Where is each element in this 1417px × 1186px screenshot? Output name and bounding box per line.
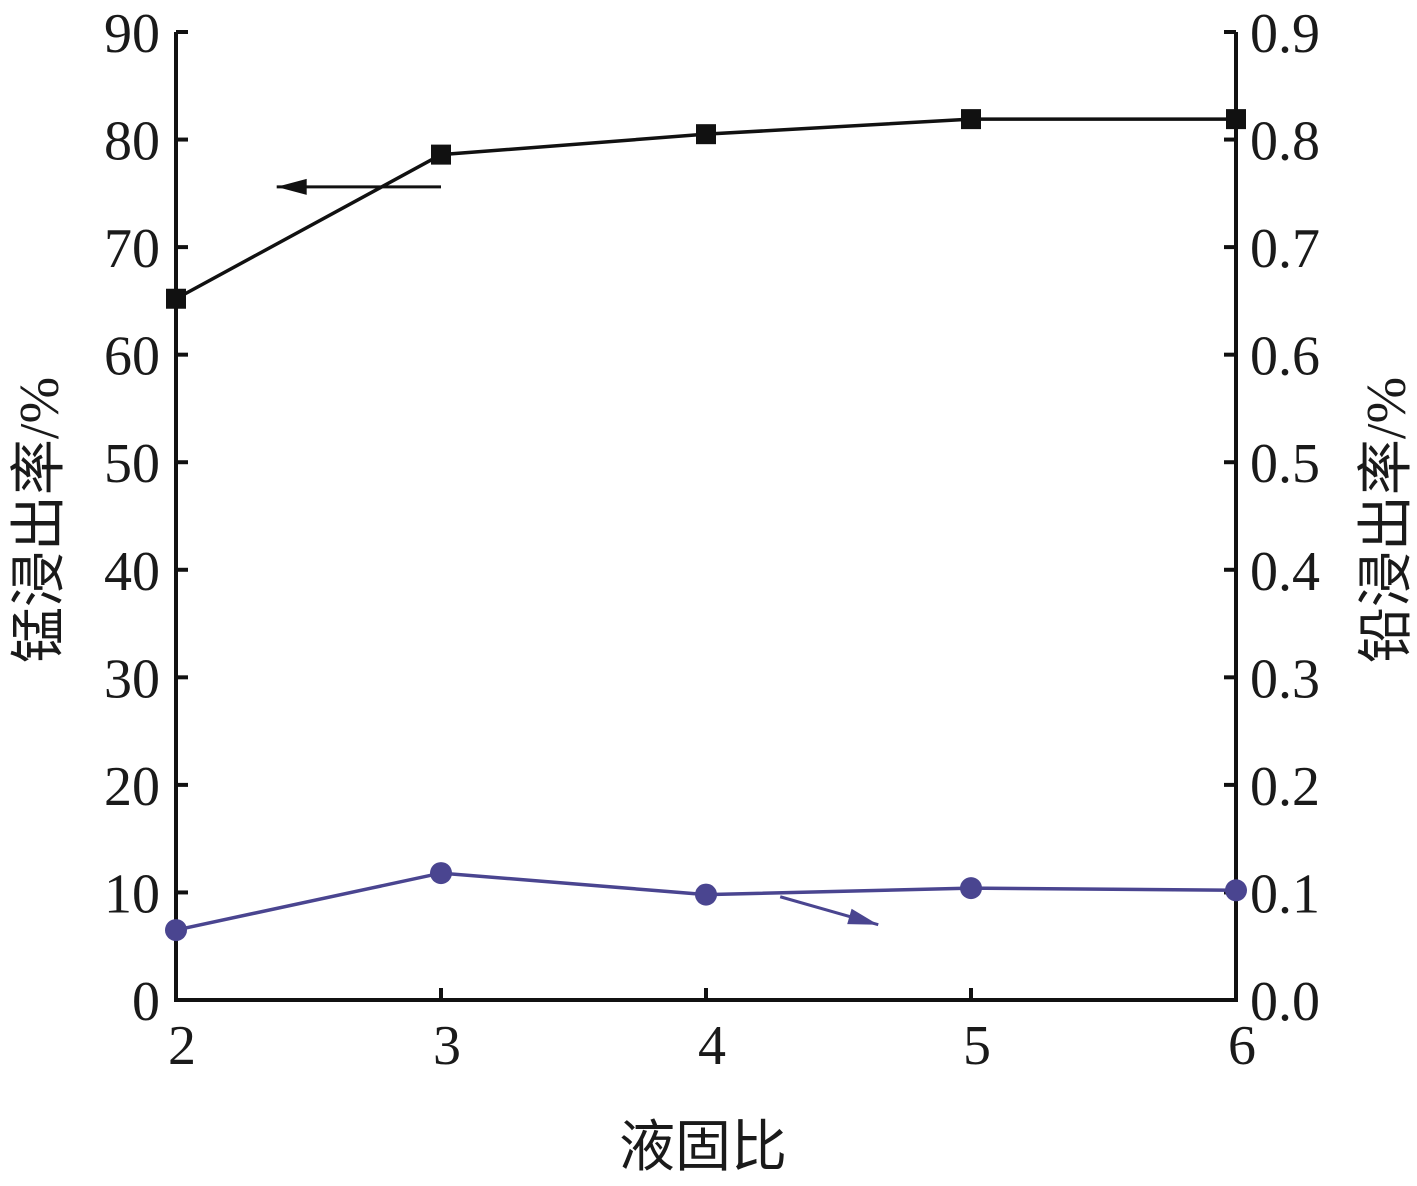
labels-group: 2 3 4 5 601020304050607080900.00.10.20.30.40… [9,3,1417,1179]
right-y-tick-label: 0.6 [1250,326,1320,388]
left-y-tick-label: 90 [104,3,160,65]
data-point-circle [165,919,187,942]
right-y-tick-label: 0.1 [1250,863,1320,925]
data-point-square [166,288,186,309]
data-point-circle [430,862,452,885]
x-tick-label: 6 [1228,1015,1256,1077]
right-y-tick-label: 0.4 [1250,541,1320,603]
annotation-arrow-head [276,178,307,195]
x-axis-title: 液固比 [619,1117,787,1179]
right-y-tick-label: 0.0 [1250,971,1320,1033]
left-y-tick-label: 20 [104,756,160,818]
data-point-circle [960,877,982,900]
left-y-tick-label: 50 [104,433,160,495]
series-group [165,109,1247,942]
data-point-circle [1225,879,1247,902]
series-line-left [175,117,1236,301]
right-y-tick-label: 0.2 [1250,756,1320,818]
x-tick-label: 2 [168,1015,196,1077]
right-y-tick-label: 0.7 [1250,218,1320,280]
data-point-square [431,144,451,165]
right-y-tick-label: 0.9 [1250,3,1320,65]
x-tick-label: 5 [963,1015,991,1077]
x-tick-label: 3 [433,1015,461,1077]
right-y-axis-title: 铅浸出率/% [1356,377,1417,663]
left-y-axis-title: 锰浸出率/% [9,377,71,663]
data-point-square [696,124,716,145]
right-y-tick-label: 0.8 [1250,111,1320,173]
right-y-tick-label: 0.3 [1250,648,1320,710]
right-y-tick-label: 0.5 [1250,433,1320,495]
data-point-square [1226,109,1246,130]
axes-group [174,30,1238,1002]
left-y-tick-label: 40 [104,541,160,603]
data-point-circle [695,883,717,906]
x-tick-label: 4 [698,1015,726,1077]
left-y-tick-label: 60 [104,326,160,388]
left-y-tick-label: 0 [132,971,160,1033]
left-y-tick-label: 10 [104,863,160,925]
left-y-tick-label: 30 [104,648,160,710]
data-point-square [961,109,981,130]
annotation-arrow-head [847,908,879,925]
annotations-group [276,178,879,927]
left-y-tick-label: 70 [104,218,160,280]
left-y-tick-label: 80 [104,111,160,173]
